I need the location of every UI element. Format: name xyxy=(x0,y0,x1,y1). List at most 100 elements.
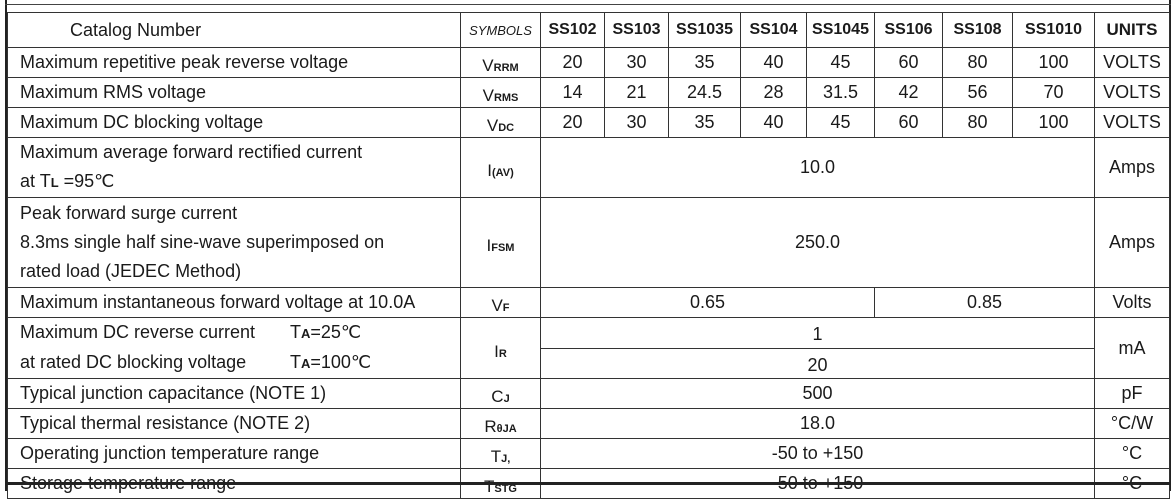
value-cell: -50 to +150 xyxy=(540,438,1095,469)
value-cell: 31.5 xyxy=(806,77,875,108)
symbol-cell: TJ, xyxy=(460,438,541,469)
symbol-subscript: RMS xyxy=(493,92,519,104)
value-cell: 70 xyxy=(1012,77,1095,108)
part-header: SS103 xyxy=(604,12,669,48)
symbol-main: I xyxy=(486,236,492,255)
symbol-main: T xyxy=(483,477,495,496)
value-cell: 40 xyxy=(740,47,807,78)
value-cell: 56 xyxy=(942,77,1013,108)
symbol-main: V xyxy=(482,86,494,105)
part-header: SS1010 xyxy=(1012,12,1095,48)
symbol-main: V xyxy=(486,116,499,135)
value-cell: 0.85 xyxy=(874,287,1095,318)
parameter-cell: Maximum repetitive peak reverse voltage xyxy=(7,47,461,78)
ratings-table: Catalog Number SYMBOLS SS102 SS103 SS103… xyxy=(7,12,1170,499)
table-row: Maximum DC blocking voltage VDC 20 30 35 40 45… xyxy=(7,107,1170,138)
symbol-subscript: RRM xyxy=(493,62,519,74)
row-label: Maximum RMS voltage xyxy=(20,82,207,102)
value-cell: 35 xyxy=(668,47,741,78)
symbols-header: SYMBOLS xyxy=(460,12,541,48)
part-header: SS102 xyxy=(540,12,605,48)
row-label: Maximum DC blocking voltage xyxy=(20,112,264,132)
parameter-cell: Typical thermal resistance (NOTE 2) xyxy=(7,408,461,439)
part-header: SS1045 xyxy=(806,12,875,48)
symbol-subscript: F xyxy=(502,302,510,314)
row-label-line: at T xyxy=(20,171,51,191)
top-rule xyxy=(5,4,1171,5)
value-cell: 100 xyxy=(1012,47,1095,78)
table-row: Maximum instantaneous forward voltage at… xyxy=(7,287,1170,318)
parameter-cell: Maximum RMS voltage xyxy=(7,77,461,108)
units-header: UNITS xyxy=(1094,12,1170,48)
unit-cell: VOLTS xyxy=(1094,77,1170,108)
row-label: Typical thermal resistance (NOTE 2) xyxy=(20,413,311,433)
parameter-cell: Maximum DC blocking voltage xyxy=(7,107,461,138)
value-cell: 45 xyxy=(806,47,875,78)
value-cell: 18.0 xyxy=(540,408,1095,439)
value-cell: 60 xyxy=(874,107,943,138)
value-cell: 30 xyxy=(604,107,669,138)
symbol-cell: VRRM xyxy=(460,47,541,78)
value-cell: 40 xyxy=(740,107,807,138)
symbol-cell: IFSM xyxy=(460,197,541,288)
value-cell: 100 xyxy=(1012,107,1095,138)
value-cell: 80 xyxy=(942,47,1013,78)
header-row: Catalog Number SYMBOLS SS102 SS103 SS103… xyxy=(7,12,1170,48)
part-header: SS108 xyxy=(942,12,1013,48)
row-label: Maximum repetitive peak reverse voltage xyxy=(20,52,349,72)
value-cell: 24.5 xyxy=(668,77,741,108)
unit-cell: VOLTS xyxy=(1094,107,1170,138)
page-frame xyxy=(5,0,1171,491)
symbol-cell: VF xyxy=(460,287,541,318)
value-cell: 0.65 xyxy=(540,287,875,318)
table-row: Maximum RMS voltage VRMS 14 21 24.5 28 31.5 42 5… xyxy=(7,77,1170,108)
value-cell: 45 xyxy=(806,107,875,138)
symbol-subscript: J, xyxy=(501,453,511,465)
row-label-line: 8.3ms single half sine-wave superimposed… xyxy=(20,232,385,252)
part-header: SS104 xyxy=(740,12,807,48)
value-cell: 500 xyxy=(540,378,1095,409)
unit-cell: °C xyxy=(1094,438,1170,469)
symbol-main: V xyxy=(491,296,503,315)
row-label: Maximum instantaneous forward voltage at… xyxy=(20,292,416,312)
bottom-rule xyxy=(5,482,1171,485)
unit-cell: Amps xyxy=(1094,197,1170,288)
symbol-cell: IR xyxy=(460,317,541,379)
table-row: Peak forward surge current 8.3ms single h… xyxy=(7,197,1170,288)
row-label: Typical junction capacitance (NOTE 1) xyxy=(20,383,327,403)
symbol-subscript: J xyxy=(503,393,510,405)
unit-cell: °C/W xyxy=(1094,408,1170,439)
value-cell: 60 xyxy=(874,47,943,78)
row-label-line: Peak forward surge current xyxy=(20,203,238,223)
parameter-cell: Peak forward surge current 8.3ms single h… xyxy=(7,197,461,288)
parameter-cell: Operating junction temperature range xyxy=(7,438,461,469)
parameter-cell: Maximum average forward rectified curren… xyxy=(7,137,461,198)
symbol-cell: I(AV) xyxy=(460,137,541,198)
table-row: Typical junction capacitance (NOTE 1) CJ 5… xyxy=(7,378,1170,409)
table-row: Typical thermal resistance (NOTE 2) RθJA 1… xyxy=(7,408,1170,439)
part-header: SS1035 xyxy=(668,12,741,48)
value-cell: 28 xyxy=(740,77,807,108)
symbol-main: T xyxy=(490,447,502,466)
unit-cell: Volts xyxy=(1094,287,1170,318)
symbol-cell: VDC xyxy=(460,107,541,138)
symbol-cell: CJ xyxy=(460,378,541,409)
value-cell: 21 xyxy=(604,77,669,108)
table-row: Operating junction temperature range TJ, -… xyxy=(7,438,1170,469)
value-cell: 20 xyxy=(540,47,605,78)
row-label-line: at rated DC blocking voltage xyxy=(20,352,247,372)
row-label-line: Maximum average forward rectified curren… xyxy=(20,142,363,162)
value-cell: 42 xyxy=(874,77,943,108)
symbol-main: V xyxy=(482,56,494,75)
value-cell: 1 xyxy=(540,317,1095,349)
condition: TA=25℃ xyxy=(290,322,362,342)
row-label-line: rated load (JEDEC Method) xyxy=(20,261,242,281)
value-cell: 250.0 xyxy=(540,197,1095,288)
catalog-number-header: Catalog Number xyxy=(7,12,461,48)
symbol-subscript: DC xyxy=(498,122,515,134)
value-cell: 35 xyxy=(668,107,741,138)
unit-cell: pF xyxy=(1094,378,1170,409)
value-cell: 20 xyxy=(540,107,605,138)
table-row: Maximum repetitive peak reverse voltage V… xyxy=(7,47,1170,78)
value-cell: 30 xyxy=(604,47,669,78)
